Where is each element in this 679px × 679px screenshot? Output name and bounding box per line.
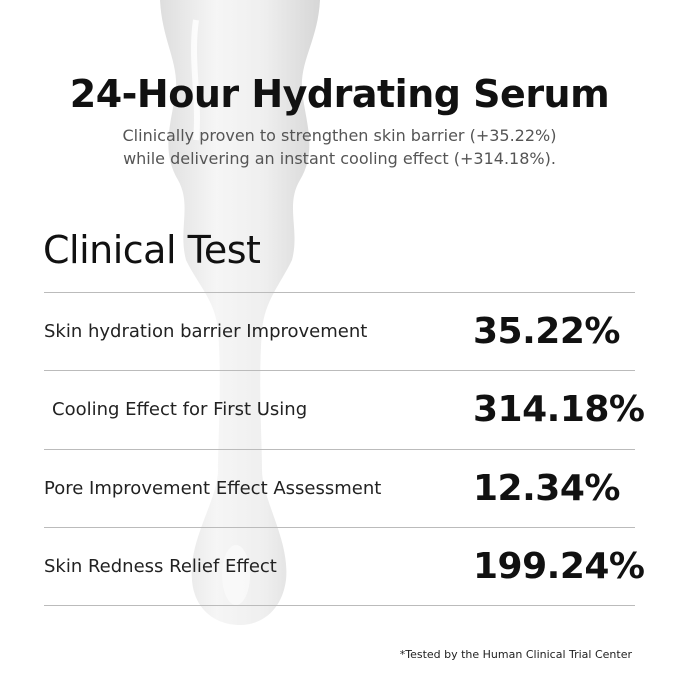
result-value: 314.18% [473,389,645,430]
result-value: 12.34% [473,468,620,509]
result-row: Skin hydration barrier Improvement 35.22… [44,292,635,371]
page-title: 24-Hour Hydrating Serum [69,72,610,116]
result-row: Pore Improvement Effect Assessment 12.34… [44,449,635,528]
result-label: Skin hydration barrier Improvement [44,321,368,342]
subtitle-line-1: Clinically proven to strengthen skin bar… [122,126,557,145]
result-value: 35.22% [473,311,620,352]
result-row: Skin Redness Relief Effect 199.24% [44,527,645,606]
subtitle-line-2: while delivering an instant cooling effe… [123,149,556,168]
result-label: Skin Redness Relief Effect [44,556,277,577]
divider [44,605,635,606]
result-label: Cooling Effect for First Using [52,399,308,420]
result-label: Pore Improvement Effect Assessment [44,478,382,499]
section-heading: Clinical Test [43,228,261,272]
result-value: 199.24% [473,546,645,587]
result-row: Cooling Effect for First Using 314.18% [44,370,645,449]
footnote: *Tested by the Human Clinical Trial Cent… [399,648,632,661]
subtitle: Clinically proven to strengthen skin bar… [0,124,679,170]
